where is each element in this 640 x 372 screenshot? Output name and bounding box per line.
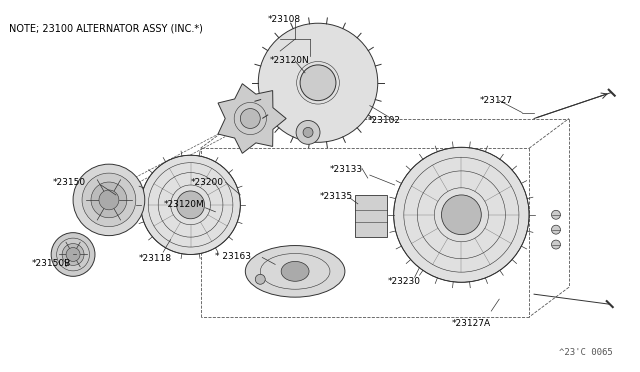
- Circle shape: [99, 190, 119, 210]
- Text: *23120M: *23120M: [164, 200, 204, 209]
- Circle shape: [303, 128, 313, 137]
- Text: *23200: *23200: [191, 178, 223, 187]
- Circle shape: [177, 191, 205, 219]
- Circle shape: [66, 247, 80, 262]
- Text: ^23'C 0065: ^23'C 0065: [559, 348, 612, 357]
- Text: NOTE; 23100 ALTERNATOR ASSY (INC.*): NOTE; 23100 ALTERNATOR ASSY (INC.*): [10, 23, 204, 33]
- Circle shape: [73, 164, 145, 235]
- Circle shape: [259, 23, 378, 142]
- Circle shape: [241, 109, 260, 128]
- Text: *23135: *23135: [320, 192, 353, 201]
- Circle shape: [552, 240, 561, 249]
- FancyBboxPatch shape: [355, 195, 387, 237]
- Circle shape: [141, 155, 241, 254]
- Text: *23127: *23127: [479, 96, 512, 105]
- Ellipse shape: [245, 246, 345, 297]
- Circle shape: [82, 173, 136, 227]
- Ellipse shape: [281, 262, 309, 281]
- Text: *23102: *23102: [368, 116, 401, 125]
- Text: *23127A: *23127A: [451, 319, 490, 328]
- Text: *23120N: *23120N: [270, 56, 310, 65]
- Text: *23150B: *23150B: [31, 259, 70, 269]
- Circle shape: [255, 274, 265, 284]
- Circle shape: [442, 195, 481, 235]
- Text: *23150: *23150: [53, 178, 86, 187]
- Circle shape: [394, 147, 529, 282]
- Text: * 23163: * 23163: [216, 251, 252, 260]
- Text: *23108: *23108: [268, 15, 301, 24]
- Circle shape: [552, 225, 561, 234]
- Text: *23230: *23230: [388, 277, 420, 286]
- Text: *23133: *23133: [330, 165, 363, 174]
- Circle shape: [62, 244, 84, 265]
- Circle shape: [296, 121, 320, 144]
- Circle shape: [552, 210, 561, 219]
- Circle shape: [91, 182, 127, 218]
- Circle shape: [57, 238, 90, 271]
- Circle shape: [51, 232, 95, 276]
- Circle shape: [300, 65, 336, 101]
- Text: *23118: *23118: [139, 254, 172, 263]
- Polygon shape: [218, 84, 286, 153]
